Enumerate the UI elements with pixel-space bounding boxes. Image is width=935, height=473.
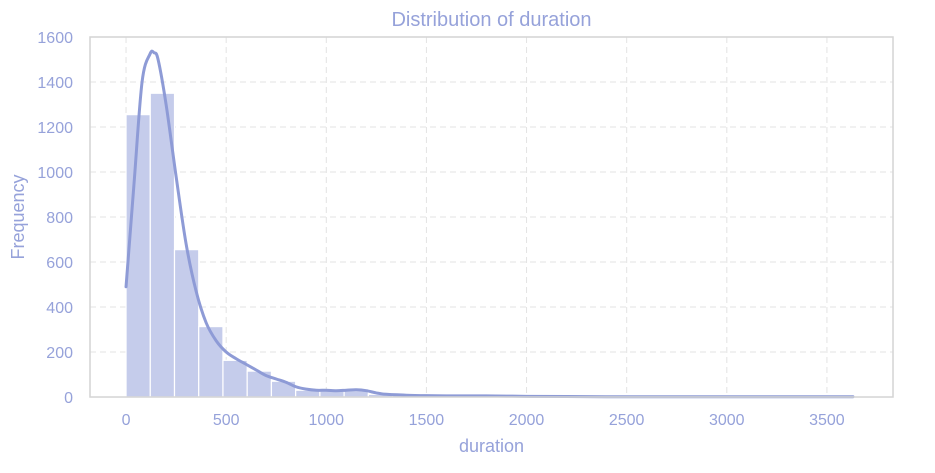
kde-curve (124, 49, 855, 399)
x-tick-labels: 0 500 1000 1500 2000 2500 3000 3500 (122, 412, 845, 429)
y-tick-label: 1200 (37, 120, 73, 137)
y-tick-labels: 0 200 400 600 800 1000 1200 1400 1600 (37, 30, 73, 407)
x-axis-label: duration (459, 436, 524, 456)
y-tick-label: 800 (46, 210, 73, 227)
x-tick-label: 2000 (509, 412, 545, 429)
plot-frame (89, 36, 894, 398)
x-tick-label: 3000 (709, 412, 745, 429)
histogram-bar-3 (198, 325, 224, 398)
kde-curve-layer (124, 49, 855, 399)
x-tick-label: 1500 (409, 412, 445, 429)
x-tick-label: 500 (213, 412, 240, 429)
y-tick-label: 600 (46, 255, 73, 272)
y-tick-label: 1000 (37, 165, 73, 182)
x-tick-label: 1000 (308, 412, 344, 429)
y-tick-label: 200 (46, 345, 73, 362)
y-tick-label: 0 (64, 390, 73, 407)
x-tick-label: 3500 (809, 412, 845, 429)
y-tick-label: 400 (46, 300, 73, 317)
histogram-bar-4 (222, 359, 248, 398)
x-tick-label: 2500 (609, 412, 645, 429)
y-axis-label: Frequency (8, 174, 28, 259)
histogram-bar-2 (173, 249, 200, 398)
y-tick-label: 1600 (37, 30, 73, 47)
y-tick-label: 1400 (37, 75, 73, 92)
histogram-bars (125, 92, 854, 398)
x-tick-label: 0 (122, 412, 131, 429)
chart-title: Distribution of duration (391, 9, 591, 31)
